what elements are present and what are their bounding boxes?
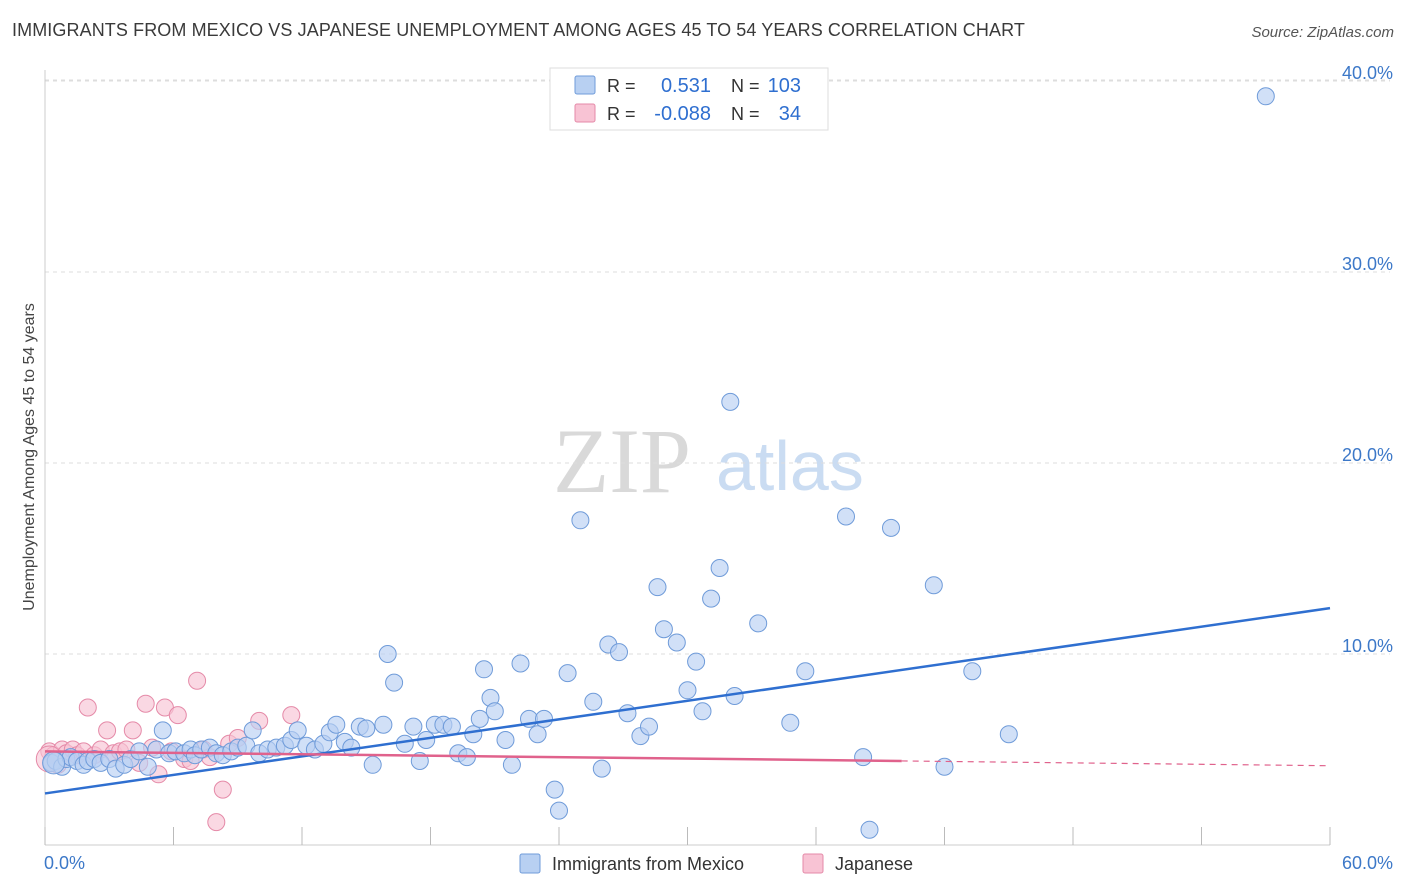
- mexico-point: [395, 734, 414, 753]
- mexico-point: [721, 392, 740, 411]
- mexico-point: [999, 725, 1018, 744]
- y-axis-label: Unemployment Among Ages 45 to 54 years: [21, 303, 38, 611]
- trend-lines: [44, 606, 1331, 795]
- chart-source: Source: ZipAtlas.com: [1251, 24, 1394, 41]
- watermark-zip: ZIP: [553, 410, 691, 512]
- mexico-point: [860, 820, 879, 839]
- mexico-point: [42, 751, 66, 775]
- legend-r-label-japanese: R =: [607, 104, 636, 124]
- mexico-point: [571, 511, 590, 530]
- correlation-legend-box: [549, 67, 829, 131]
- watermark: ZIP atlas: [553, 410, 864, 512]
- y-tick-label: 40.0%: [1342, 63, 1393, 83]
- legend-n-label-japanese: N =: [731, 104, 760, 124]
- mexico-point: [963, 662, 982, 681]
- correlation-legend: R = 0.531 N = 103 R = -0.088 N = 34: [549, 67, 829, 131]
- legend-n-value-mexico: 103: [768, 75, 801, 97]
- legend-n-value-japanese: 34: [779, 103, 801, 125]
- japanese-point: [98, 721, 117, 740]
- mexico-point: [710, 559, 729, 577]
- mexico-point: [1256, 87, 1275, 106]
- bottom-legend-label-mexico: Immigrants from Mexico: [552, 854, 744, 874]
- japanese-point: [168, 706, 187, 725]
- mexico-point: [618, 704, 637, 723]
- mexico-point: [545, 780, 564, 799]
- y-axis-tick-labels: 10.0% 20.0% 30.0% 40.0%: [1342, 63, 1393, 656]
- chart-title: IMMIGRANTS FROM MEXICO VS JAPANESE UNEMP…: [12, 20, 1025, 40]
- mexico-point: [528, 725, 547, 744]
- legend-r-value-japanese: -0.088: [654, 103, 711, 125]
- japanese-trend-extension: [901, 760, 1331, 767]
- mexico-point: [648, 578, 667, 597]
- mexico-point: [470, 709, 489, 728]
- x-axis-max-label: 60.0%: [1342, 853, 1393, 873]
- mexico-point: [138, 757, 157, 776]
- japanese-point: [78, 698, 97, 717]
- mexico-point: [796, 662, 815, 681]
- mexico-point: [558, 664, 577, 683]
- bottom-legend-swatch-japanese: [802, 853, 824, 874]
- mexico-point: [781, 713, 800, 732]
- mexico-point: [749, 614, 768, 633]
- mexico-point: [363, 755, 382, 774]
- bottom-legend-swatch-mexico: [519, 853, 541, 874]
- mexico-point: [385, 673, 404, 692]
- mexico-point: [654, 620, 673, 639]
- japanese-point: [188, 671, 207, 690]
- y-tick-label: 20.0%: [1342, 445, 1393, 465]
- mexico-point: [702, 589, 721, 608]
- mexico-point: [243, 721, 262, 740]
- legend-swatch-mexico: [574, 75, 596, 95]
- mexico-point: [378, 645, 397, 663]
- mexico-point: [464, 725, 483, 744]
- legend-swatch-japanese: [574, 103, 596, 123]
- mexico-point: [535, 709, 553, 728]
- legend-n-label-mexico: N =: [731, 76, 760, 96]
- mexico-point: [687, 652, 706, 671]
- japanese-point: [123, 721, 142, 740]
- y-tick-label: 10.0%: [1342, 636, 1393, 656]
- japanese-point: [213, 780, 232, 799]
- mexico-point: [640, 717, 658, 736]
- mexico-point: [667, 633, 686, 652]
- japanese-trend-line: [44, 750, 902, 763]
- mexico-point: [153, 721, 172, 740]
- mexico-point: [837, 507, 855, 526]
- mexico-point: [610, 643, 628, 662]
- mexico-point: [327, 715, 346, 734]
- japanese-point: [282, 706, 301, 725]
- mexico-point: [678, 681, 697, 700]
- watermark-atlas: atlas: [716, 427, 864, 505]
- mexico-point: [357, 719, 376, 738]
- mexico-point: [502, 755, 521, 774]
- series-legend: Immigrants from Mexico Japanese: [519, 853, 913, 874]
- legend-r-value-mexico: 0.531: [661, 75, 711, 97]
- mexico-point: [496, 731, 515, 749]
- japanese-point: [136, 694, 155, 713]
- legend-r-label-mexico: R =: [607, 76, 636, 96]
- japanese-point: [207, 813, 226, 832]
- mexico-trend-line: [44, 606, 1331, 795]
- mexico-point: [485, 702, 504, 721]
- mexico-point: [935, 757, 954, 776]
- mexico-point: [854, 748, 873, 767]
- x-axis-ticks: [44, 827, 1331, 845]
- y-tick-label: 30.0%: [1342, 254, 1393, 274]
- mexico-point: [374, 715, 393, 734]
- mexico-point: [442, 717, 461, 736]
- mexico-point: [511, 654, 530, 673]
- mexico-point: [693, 702, 712, 721]
- x-axis-min-label: 0.0%: [44, 853, 85, 873]
- bottom-legend-label-japanese: Japanese: [835, 854, 913, 874]
- mexico-point: [592, 759, 611, 778]
- mexico-point: [882, 518, 900, 537]
- mexico-point: [584, 692, 603, 711]
- mexico-point: [288, 721, 307, 740]
- mexico-point: [550, 801, 568, 820]
- mexico-point: [475, 660, 493, 679]
- mexico-point: [404, 717, 423, 736]
- mexico-point: [924, 576, 943, 595]
